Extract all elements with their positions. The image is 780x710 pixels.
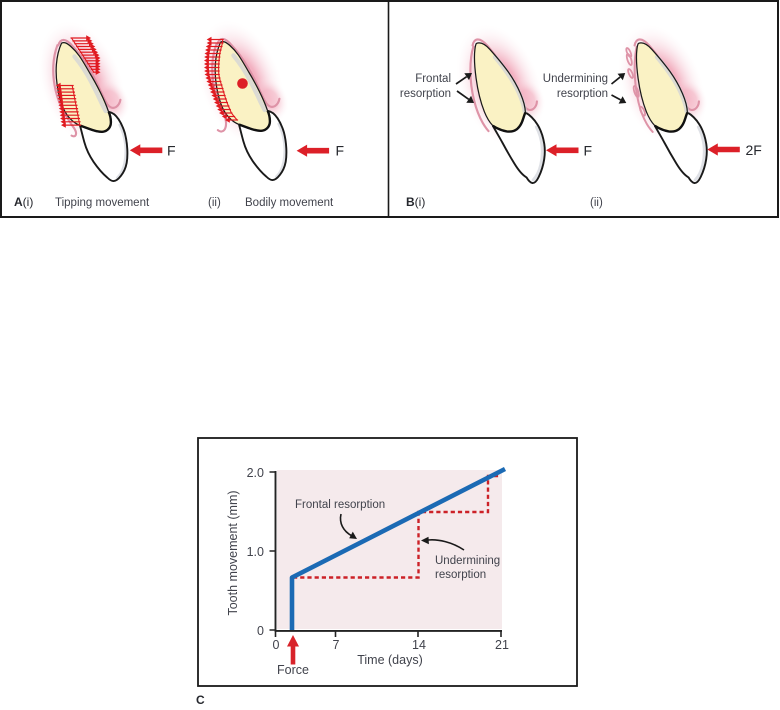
svg-text:Frontal: Frontal	[415, 73, 451, 85]
svg-text:0: 0	[257, 624, 264, 638]
svg-text:resorption: resorption	[557, 88, 608, 100]
svg-text:C: C	[196, 693, 205, 705]
svg-text:F: F	[584, 143, 593, 159]
svg-text:resorption: resorption	[435, 569, 486, 581]
svg-text:2.0: 2.0	[247, 466, 264, 480]
svg-text:Undermining: Undermining	[543, 73, 608, 85]
svg-text:Force: Force	[277, 663, 309, 677]
svg-text:B(i): B(i)	[406, 195, 425, 209]
svg-text:resorption: resorption	[400, 88, 451, 100]
svg-text:(ii): (ii)	[208, 197, 221, 209]
svg-text:F: F	[167, 143, 176, 159]
svg-text:0: 0	[273, 638, 280, 652]
svg-text:(ii): (ii)	[590, 197, 603, 209]
svg-text:Undermining: Undermining	[435, 555, 500, 567]
svg-text:Tipping movement: Tipping movement	[55, 197, 150, 209]
svg-text:Tooth movement (mm): Tooth movement (mm)	[226, 490, 240, 615]
svg-text:Time (days): Time (days)	[357, 653, 423, 667]
svg-text:21: 21	[495, 638, 509, 652]
svg-text:F: F	[336, 143, 345, 159]
svg-text:Frontal resorption: Frontal resorption	[295, 499, 385, 511]
svg-text:A(i): A(i)	[14, 195, 33, 209]
svg-text:1.0: 1.0	[247, 545, 264, 559]
svg-text:Bodily movement: Bodily movement	[245, 197, 334, 209]
svg-text:7: 7	[333, 638, 340, 652]
svg-text:2F: 2F	[746, 142, 762, 158]
svg-text:14: 14	[412, 638, 426, 652]
